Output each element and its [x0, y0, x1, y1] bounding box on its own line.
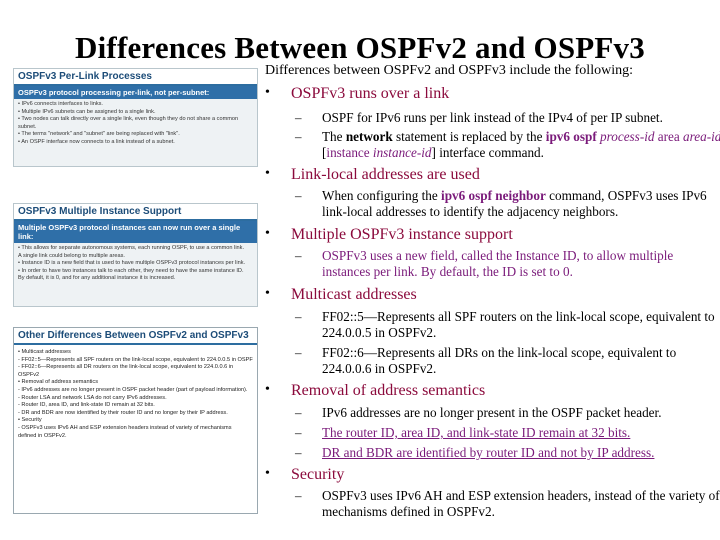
panel-line: • Security	[18, 417, 42, 424]
panel-line: • Removal of address semantics	[18, 379, 98, 386]
dash: –	[295, 345, 302, 360]
section-title: Security	[291, 466, 345, 483]
bullet: •	[265, 382, 270, 397]
dash: –	[295, 445, 302, 460]
bullet: •	[265, 166, 270, 181]
panel-title: OSPFv3 Per-Link Processes	[14, 69, 257, 86]
panel-body: • Multicast addresses - FF02::5—Represen…	[14, 345, 257, 442]
multiple-instance-panel: OSPFv3 Multiple Instance Support Multipl…	[13, 203, 258, 307]
sub-item-neighbor: When configuring the ipv6 ospf neighbor …	[322, 188, 707, 219]
panel-body: • IPv6 connects interfaces to links. • M…	[14, 99, 257, 149]
panel-title: OSPFv3 Multiple Instance Support	[14, 204, 257, 221]
dash: –	[295, 248, 302, 263]
panel-line: • Instance ID is a new field that is use…	[18, 260, 246, 267]
panel-title: Other Differences Between OSPFv2 and OSP…	[14, 328, 257, 345]
section-title: OSPFv3 runs over a link	[291, 85, 450, 102]
dash: –	[295, 129, 302, 144]
dash: –	[295, 425, 302, 440]
section-title: Removal of address semantics	[291, 382, 486, 399]
sub-item: IPv6 addresses are no longer present in …	[322, 405, 662, 420]
panel-line: defined in OSPFv2.	[18, 432, 67, 439]
sub-item: OSPF for IPv6 runs per link instead of t…	[322, 110, 663, 125]
panel-line: • Two nodes can talk directly over a sin…	[18, 116, 239, 123]
per-link-processes-panel: OSPFv3 Per-Link Processes OSPFv3 protoco…	[13, 68, 258, 167]
panel-line: - OSPFv3 uses IPv6 AH and ESP extension …	[18, 424, 232, 431]
other-differences-panel: Other Differences Between OSPFv2 and OSP…	[13, 327, 258, 514]
panel-line: - Router ID, area ID, and link-state ID …	[18, 402, 155, 409]
panel-subtitle: OSPFv3 protocol processing per-link, not…	[14, 86, 257, 99]
sub-item-network-statement: The network statement is replaced by the…	[322, 129, 720, 160]
panel-line: • In order to have two instances talk to…	[18, 267, 244, 274]
panel-line: • An OSPF interface now connects to a li…	[18, 138, 175, 145]
intro-text: Differences between OSPFv2 and OSPFv3 in…	[265, 63, 633, 78]
sub-item: The router ID, area ID, and link-state I…	[322, 425, 631, 440]
sub-item: FF02::6—Represents all DRs on the link-l…	[322, 345, 677, 376]
bullet: •	[265, 466, 270, 481]
panel-body: • This allows for separate autonomous sy…	[14, 243, 257, 285]
sub-item: DR and BDR are identified by router ID a…	[322, 445, 655, 460]
sub-item: FF02::5—Represents all SPF routers on th…	[322, 309, 715, 340]
section-title: Link-local addresses are used	[291, 166, 480, 183]
panel-line: By default, it is 0, and for any additio…	[18, 275, 176, 282]
panel-line: - Router LSA and network LSA do not carr…	[18, 394, 167, 401]
panel-line: • Multicast addresses	[18, 349, 71, 355]
sub-item: OSPFv3 uses a new field, called the Inst…	[322, 248, 674, 279]
panel-line: - DR and BDR are now identified by their…	[18, 409, 228, 416]
panel-line: - FF02::6—Represents all DR routers on t…	[18, 364, 234, 371]
panel-line: • This allows for separate autonomous sy…	[18, 245, 245, 251]
slide-title: Differences Between OSPFv2 and OSPFv3	[75, 30, 645, 65]
panel-line: subnet.	[18, 123, 37, 130]
sub-item: OSPFv3 uses IPv6 AH and ESP extension he…	[322, 488, 720, 519]
panel-line: - FF02::5—Represents all SPF routers on …	[18, 356, 253, 363]
dash: –	[295, 488, 302, 503]
panel-line: OSPFv2	[18, 371, 40, 378]
panel-line: • The terms "network" and "subnet" are b…	[18, 131, 180, 138]
section-title: Multiple OSPFv3 instance support	[291, 226, 513, 243]
bullet: •	[265, 85, 270, 100]
panel-subtitle: Multiple OSPFv3 protocol instances can n…	[14, 221, 257, 243]
dash: –	[295, 309, 302, 324]
dash: –	[295, 188, 302, 203]
bullet: •	[265, 286, 270, 301]
bullet: •	[265, 226, 270, 241]
dash: –	[295, 110, 302, 125]
section-title: Multicast addresses	[291, 286, 417, 303]
panel-line: • Multiple IPv6 subnets can be assigned …	[18, 108, 156, 115]
dash: –	[295, 405, 302, 420]
panel-line: A single link could belong to multiple a…	[18, 252, 125, 259]
panel-line: - IPv6 addresses are no longer present i…	[18, 386, 248, 393]
panel-line: • IPv6 connects interfaces to links.	[18, 101, 103, 107]
